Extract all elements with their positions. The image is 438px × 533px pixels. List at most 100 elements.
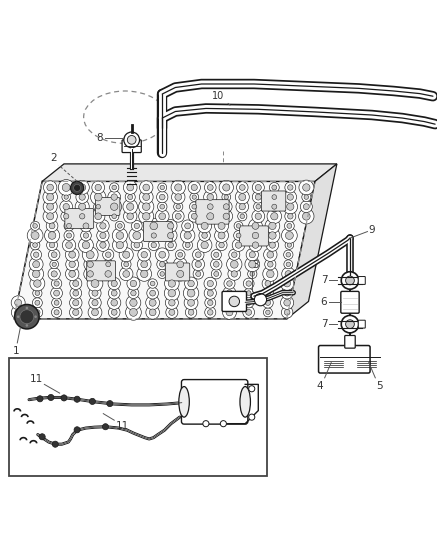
Circle shape [255, 213, 261, 220]
Circle shape [108, 277, 120, 290]
Circle shape [96, 204, 100, 209]
Circle shape [140, 181, 153, 194]
Circle shape [46, 193, 54, 201]
Circle shape [128, 195, 133, 199]
Circle shape [35, 291, 40, 295]
FancyBboxPatch shape [358, 277, 365, 285]
Circle shape [29, 257, 43, 271]
Circle shape [233, 231, 244, 240]
Circle shape [75, 180, 89, 195]
Circle shape [191, 213, 197, 219]
Circle shape [268, 232, 276, 239]
Circle shape [218, 232, 225, 239]
Circle shape [51, 252, 57, 257]
Circle shape [341, 272, 359, 289]
Circle shape [195, 252, 201, 257]
Circle shape [197, 238, 212, 253]
Circle shape [47, 184, 53, 191]
Circle shape [204, 190, 217, 204]
Circle shape [131, 239, 142, 251]
Circle shape [64, 221, 74, 231]
Circle shape [48, 232, 56, 239]
Text: 5: 5 [377, 381, 383, 391]
Circle shape [112, 228, 127, 243]
Circle shape [48, 394, 54, 400]
Circle shape [272, 195, 277, 199]
Circle shape [203, 209, 217, 223]
Circle shape [155, 248, 169, 262]
Circle shape [27, 228, 43, 244]
FancyBboxPatch shape [144, 222, 172, 241]
Circle shape [201, 222, 208, 229]
Circle shape [208, 310, 213, 315]
Circle shape [213, 262, 219, 267]
Circle shape [207, 290, 213, 296]
Circle shape [169, 300, 175, 306]
Circle shape [89, 287, 101, 299]
Circle shape [33, 261, 39, 268]
Circle shape [254, 294, 267, 306]
Circle shape [227, 281, 232, 286]
Circle shape [185, 223, 191, 229]
Circle shape [208, 300, 213, 305]
Circle shape [288, 214, 293, 219]
Circle shape [138, 248, 151, 261]
Circle shape [60, 200, 73, 213]
Circle shape [252, 222, 259, 229]
FancyBboxPatch shape [122, 140, 141, 152]
Circle shape [280, 296, 294, 309]
Circle shape [252, 242, 259, 248]
Circle shape [252, 210, 265, 223]
Circle shape [267, 209, 282, 223]
Circle shape [255, 184, 261, 190]
Circle shape [227, 300, 232, 305]
Circle shape [102, 268, 115, 280]
Circle shape [193, 269, 203, 279]
Circle shape [285, 221, 294, 231]
Circle shape [127, 277, 140, 290]
Circle shape [43, 200, 57, 214]
Circle shape [82, 241, 90, 249]
Circle shape [168, 232, 174, 239]
Circle shape [130, 309, 138, 316]
Circle shape [37, 395, 43, 402]
Circle shape [271, 213, 278, 220]
Circle shape [45, 228, 60, 243]
Text: 3: 3 [253, 260, 259, 270]
Circle shape [265, 280, 271, 286]
Circle shape [262, 297, 273, 308]
Circle shape [94, 202, 103, 211]
Circle shape [220, 201, 232, 213]
Circle shape [286, 231, 293, 239]
Circle shape [34, 280, 41, 287]
Circle shape [92, 309, 99, 316]
Circle shape [89, 296, 101, 309]
Circle shape [187, 289, 195, 297]
Circle shape [74, 396, 80, 402]
Circle shape [155, 209, 169, 223]
Circle shape [100, 242, 106, 248]
Circle shape [84, 268, 97, 280]
Circle shape [250, 272, 254, 276]
Circle shape [269, 201, 279, 212]
Circle shape [171, 180, 185, 195]
Circle shape [79, 184, 86, 191]
Circle shape [280, 277, 294, 290]
Circle shape [141, 261, 148, 268]
Circle shape [71, 181, 84, 195]
Circle shape [102, 424, 109, 430]
Circle shape [73, 280, 79, 287]
Circle shape [265, 228, 280, 243]
Circle shape [184, 232, 191, 239]
Circle shape [74, 427, 80, 433]
Circle shape [263, 266, 278, 281]
Circle shape [83, 223, 89, 229]
Circle shape [168, 289, 176, 297]
Circle shape [61, 211, 71, 222]
Circle shape [190, 193, 199, 201]
Circle shape [49, 223, 55, 229]
Circle shape [113, 238, 127, 253]
Circle shape [150, 222, 158, 230]
Circle shape [175, 193, 182, 200]
Circle shape [65, 248, 79, 262]
